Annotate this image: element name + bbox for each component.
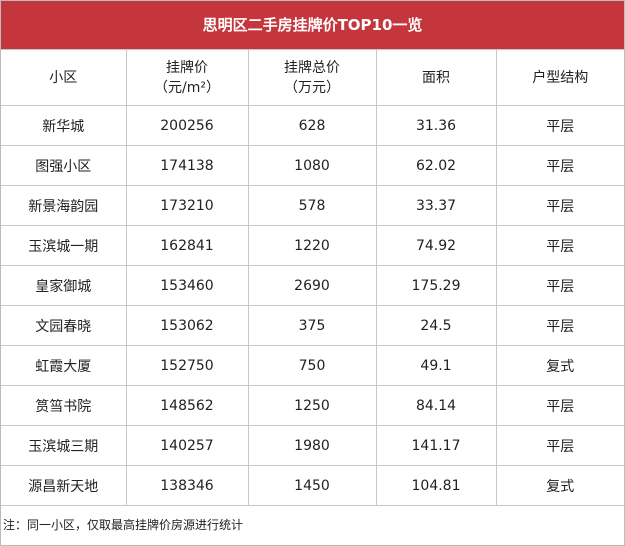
table-cell: 1980 xyxy=(247,425,377,466)
table-cell: 141.17 xyxy=(375,425,497,466)
table-row: 筼筜书院 148562 1250 84.14 平层 xyxy=(1,385,624,426)
header-text: 面积 xyxy=(422,69,450,86)
table-cell: 平层 xyxy=(495,265,624,306)
table-cell: 平层 xyxy=(495,225,624,266)
table-row: 新华城 200256 628 31.36 平层 xyxy=(1,105,624,146)
table-cell: 200256 xyxy=(125,105,249,146)
table: 小区 挂牌价 （元/m²） 挂牌总价 （万元） 面积 户型结构新华城 200256 628 31.… xyxy=(1,49,624,506)
header-text: 小区 xyxy=(49,69,78,86)
table-row: 文园春晓 153062 375 24.5 平层 xyxy=(1,305,624,346)
table-cell: 平层 xyxy=(495,305,624,346)
header-text: （元/m²） xyxy=(154,79,220,96)
table-cell: 173210 xyxy=(125,185,249,226)
table-cell: 84.14 xyxy=(375,385,497,426)
header-cell: 挂牌总价 （万元） xyxy=(247,49,377,106)
header-text: 挂牌价 xyxy=(166,59,208,76)
table-cell: 复式 xyxy=(495,465,624,506)
table-cell: 复式 xyxy=(495,345,624,386)
table-row: 虹霞大厦 152750 750 49.1 复式 xyxy=(1,345,624,386)
table-cell: 1080 xyxy=(247,145,377,186)
note: 注：同一小区，仅取最高挂牌价房源进行统计 xyxy=(3,518,244,532)
table-cell: 153062 xyxy=(125,305,249,346)
table-cell: 33.37 xyxy=(375,185,497,226)
table-cell: 1450 xyxy=(247,465,377,506)
table-cell: 174138 xyxy=(125,145,249,186)
header-text: （万元） xyxy=(284,79,340,96)
table-cell: 162841 xyxy=(125,225,249,266)
table-row: 图强小区 174138 1080 62.02 平层 xyxy=(1,145,624,186)
table-cell: 24.5 xyxy=(375,305,497,346)
table-cell: 平层 xyxy=(495,425,624,466)
table-cell: 153460 xyxy=(125,265,249,306)
header-text: 挂牌总价 xyxy=(284,59,340,76)
table-cell: 375 xyxy=(247,305,377,346)
table-row: 皇家御城 153460 2690 175.29 平层 xyxy=(1,265,624,306)
table-cell: 筼筜书院 xyxy=(1,385,127,426)
header-row: 小区 挂牌价 （元/m²） 挂牌总价 （万元） 面积 户型结构 xyxy=(1,49,624,106)
table-cell: 62.02 xyxy=(375,145,497,186)
table-cell: 玉滨城一期 xyxy=(1,225,127,266)
table-cell: 148562 xyxy=(125,385,249,426)
table-cell: 104.81 xyxy=(375,465,497,506)
table-cell: 1220 xyxy=(247,225,377,266)
table-cell: 玉滨城三期 xyxy=(1,425,127,466)
header-text: 户型结构 xyxy=(532,69,589,86)
table-row: 玉滨城三期 140257 1980 141.17 平层 xyxy=(1,425,624,466)
table-cell: 图强小区 xyxy=(1,145,127,186)
table-cell: 皇家御城 xyxy=(1,265,127,306)
header-cell: 挂牌价 （元/m²） xyxy=(125,49,249,106)
table-cell: 新华城 xyxy=(1,105,127,146)
table-cell: 138346 xyxy=(125,465,249,506)
table-cell: 628 xyxy=(247,105,377,146)
table-row: 源昌新天地 138346 1450 104.81 复式 xyxy=(1,465,624,506)
title: 思明区二手房挂牌价TOP10一览 xyxy=(1,1,624,49)
table-cell: 49.1 xyxy=(375,345,497,386)
table-cell: 新景海韵园 xyxy=(1,185,127,226)
table-cell: 虹霞大厦 xyxy=(1,345,127,386)
table-row: 新景海韵园 173210 578 33.37 平层 xyxy=(1,185,624,226)
table-cell: 152750 xyxy=(125,345,249,386)
table-cell: 平层 xyxy=(495,185,624,226)
table-cell: 31.36 xyxy=(375,105,497,146)
table-cell: 578 xyxy=(247,185,377,226)
table-cell: 平层 xyxy=(495,385,624,426)
table-cell: 2690 xyxy=(247,265,377,306)
table-cell: 1250 xyxy=(247,385,377,426)
table-cell: 175.29 xyxy=(375,265,497,306)
table-cell: 平层 xyxy=(495,145,624,186)
header-cell: 户型结构 xyxy=(495,49,624,106)
table-cell: 140257 xyxy=(125,425,249,466)
header-cell: 面积 xyxy=(375,49,497,106)
table-cell: 74.92 xyxy=(375,225,497,266)
table-cell: 文园春晓 xyxy=(1,305,127,346)
table-cell: 源昌新天地 xyxy=(1,465,127,506)
table-row: 玉滨城一期 162841 1220 74.92 平层 xyxy=(1,225,624,266)
table-cell: 平层 xyxy=(495,105,624,146)
table-cell: 750 xyxy=(247,345,377,386)
header-cell: 小区 xyxy=(1,49,127,106)
